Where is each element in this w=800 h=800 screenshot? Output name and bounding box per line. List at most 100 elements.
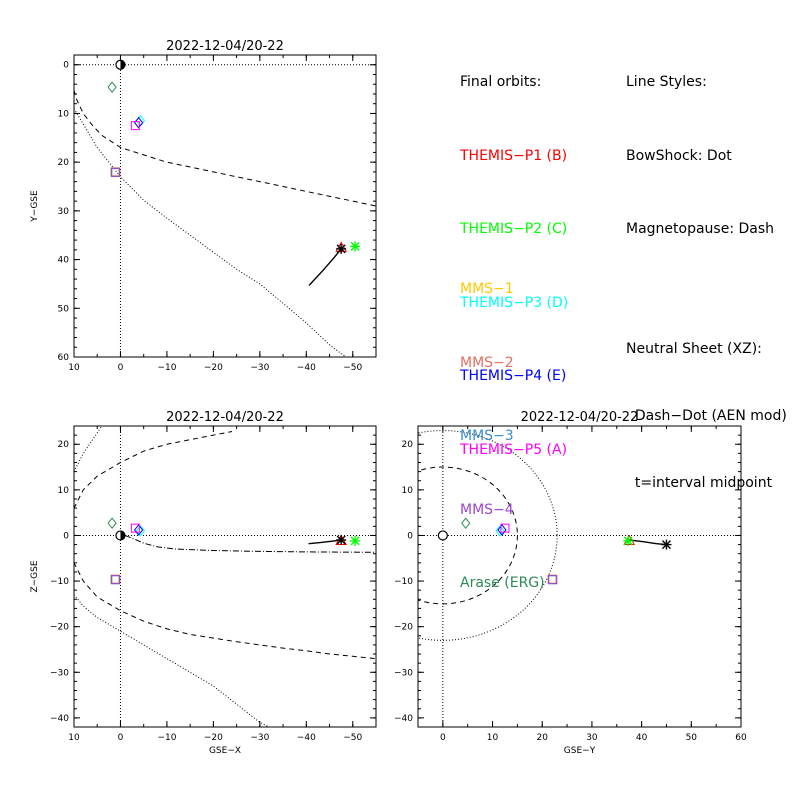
x-axis-label: GSE−X bbox=[209, 746, 241, 756]
x-tick-label: 0 bbox=[440, 733, 446, 743]
x-tick-label: 10 bbox=[487, 733, 499, 743]
panel-title: 2022-12-04/20-22 bbox=[166, 410, 284, 425]
x-tick-label: −20 bbox=[204, 733, 223, 743]
x-tick-label: −20 bbox=[204, 363, 223, 373]
y-axis-label: Z−GSE bbox=[30, 560, 40, 592]
style-neutral-sheet-label: Neutral Sheet (XZ): bbox=[626, 340, 762, 357]
marker-arase bbox=[107, 81, 117, 93]
marker-arase bbox=[461, 517, 471, 529]
marker-themis-p2-ray bbox=[350, 536, 360, 546]
earth-marker bbox=[115, 59, 126, 70]
y-tick-label: 10 bbox=[58, 109, 70, 119]
marker-themis-p3 bbox=[135, 525, 146, 537]
earth-night-side bbox=[120, 530, 125, 540]
x-tick-label: 10 bbox=[68, 363, 80, 373]
legend-title: Final orbits: bbox=[460, 74, 542, 90]
legend-arase: Arase (ERG) bbox=[460, 575, 545, 591]
themis-track bbox=[629, 539, 667, 546]
earth-night-side bbox=[120, 60, 125, 70]
marker-themis-p5 bbox=[130, 523, 140, 533]
y-tick-label: 20 bbox=[58, 158, 70, 168]
legend-themis-p2: THEMIS−P2 (C) bbox=[460, 221, 568, 237]
legend-mms3: MMS−3 bbox=[460, 428, 514, 444]
marker-mms-4 bbox=[111, 575, 121, 585]
panel-frame bbox=[73, 54, 377, 358]
marker-mms-3 bbox=[110, 575, 120, 585]
panel-contents bbox=[418, 426, 741, 727]
marker-themis-p2 bbox=[623, 535, 634, 546]
track-end-star-ray bbox=[661, 540, 671, 550]
panel-yz: 2022-12-04/20-22 0 10 20 30 40 50 60 20 10 0 −10 −20… bbox=[394, 410, 747, 756]
magnetopause-curve-lower bbox=[74, 560, 376, 660]
y-tick-label: 0 bbox=[63, 531, 69, 541]
track-end-star bbox=[336, 535, 347, 546]
track-end-star bbox=[336, 243, 347, 254]
x-tick-label: −10 bbox=[157, 363, 176, 373]
marker-arase bbox=[107, 517, 117, 529]
themis-track bbox=[308, 248, 342, 286]
x-tick-label: 0 bbox=[118, 363, 124, 373]
x-tick-label: −30 bbox=[250, 363, 269, 373]
panel-frame bbox=[73, 425, 377, 728]
neutral-sheet-curve bbox=[124, 535, 376, 553]
marker-mms-1 bbox=[547, 574, 557, 584]
bowshock-curve-lower bbox=[74, 594, 270, 727]
y-tick-label: −40 bbox=[394, 714, 413, 724]
panel-frame bbox=[417, 425, 742, 728]
track-end-star bbox=[661, 539, 672, 550]
y-tick-label: −10 bbox=[50, 577, 69, 587]
panel-contents bbox=[74, 426, 376, 727]
line-styles-legend: Line Styles: BowShock: Dot Magnetopause:… bbox=[626, 21, 787, 491]
marker-themis-p4 bbox=[133, 524, 144, 536]
x-tick-label: 20 bbox=[537, 733, 549, 743]
legend-mms4: MMS−4 bbox=[460, 501, 514, 518]
marker-themis-p5 bbox=[500, 523, 510, 533]
panel-title: 2022-12-04/20-22 bbox=[166, 39, 284, 54]
style-neutral-sheet: Neutral Sheet (XZ): Dash−Dot (AEN mod) t… bbox=[626, 291, 787, 491]
panel-xz: 2022-12-04/20-22 10 0 −10 −20 −30 −40 −50 20 10 0 −… bbox=[30, 410, 377, 756]
x-tick-label: −50 bbox=[343, 733, 362, 743]
x-tick-label: −40 bbox=[297, 363, 316, 373]
y-tick-label: 10 bbox=[402, 486, 414, 496]
x-tick-label: 0 bbox=[118, 733, 124, 743]
marker-themis-p2-ray bbox=[350, 241, 360, 251]
marker-themis-p3 bbox=[495, 525, 505, 537]
bowshock-curve bbox=[74, 107, 347, 357]
marker-mms-4 bbox=[548, 575, 558, 585]
style-neutral-sheet-mod: Dash−Dot (AEN mod) bbox=[626, 407, 787, 424]
y-tick-label: 40 bbox=[58, 256, 70, 266]
x-tick-label: 40 bbox=[636, 733, 648, 743]
legend-themis-p3: THEMIS−P3 (D) bbox=[460, 294, 569, 311]
legend-mms1: MMS−1 bbox=[460, 281, 514, 297]
y-tick-label: 50 bbox=[58, 304, 70, 314]
y-tick-label: −30 bbox=[394, 668, 413, 678]
magnetopause-curve-upper bbox=[74, 431, 233, 511]
marker-themis-p4 bbox=[497, 524, 507, 536]
x-tick-label: −10 bbox=[157, 733, 176, 743]
x-tick-label: 10 bbox=[68, 733, 80, 743]
y-tick-label: −10 bbox=[394, 577, 413, 587]
marker-themis-p4 bbox=[133, 116, 144, 129]
x-axis-label: GSE−Y bbox=[564, 746, 596, 756]
x-tick-label: −40 bbox=[297, 733, 316, 743]
y-tick-label: 60 bbox=[58, 353, 70, 363]
legend-themis-p4: THEMIS−P4 (E) bbox=[460, 368, 567, 384]
marker-mms-2 bbox=[110, 167, 120, 177]
y-tick-label: −40 bbox=[50, 714, 69, 724]
y-tick-label: 0 bbox=[63, 61, 69, 71]
y-tick-label: −20 bbox=[50, 623, 69, 633]
magnetopause-circle bbox=[418, 466, 518, 605]
panel-contents bbox=[74, 55, 376, 357]
marker-mms-4 bbox=[111, 167, 121, 177]
style-magnetopause: Magnetopause: Dash bbox=[626, 221, 775, 237]
style-neutral-sheet-time: t=interval midpoint bbox=[626, 474, 773, 491]
x-tick-label: 50 bbox=[686, 733, 698, 743]
marker-themis-p2 bbox=[350, 241, 361, 252]
marker-mms-3 bbox=[110, 167, 120, 177]
track-end-star-ray bbox=[336, 244, 346, 254]
marker-mms-3 bbox=[548, 575, 558, 585]
marker-mms-2 bbox=[547, 574, 557, 584]
y-tick-label: 20 bbox=[402, 440, 414, 450]
y-tick-label: −30 bbox=[50, 668, 69, 678]
